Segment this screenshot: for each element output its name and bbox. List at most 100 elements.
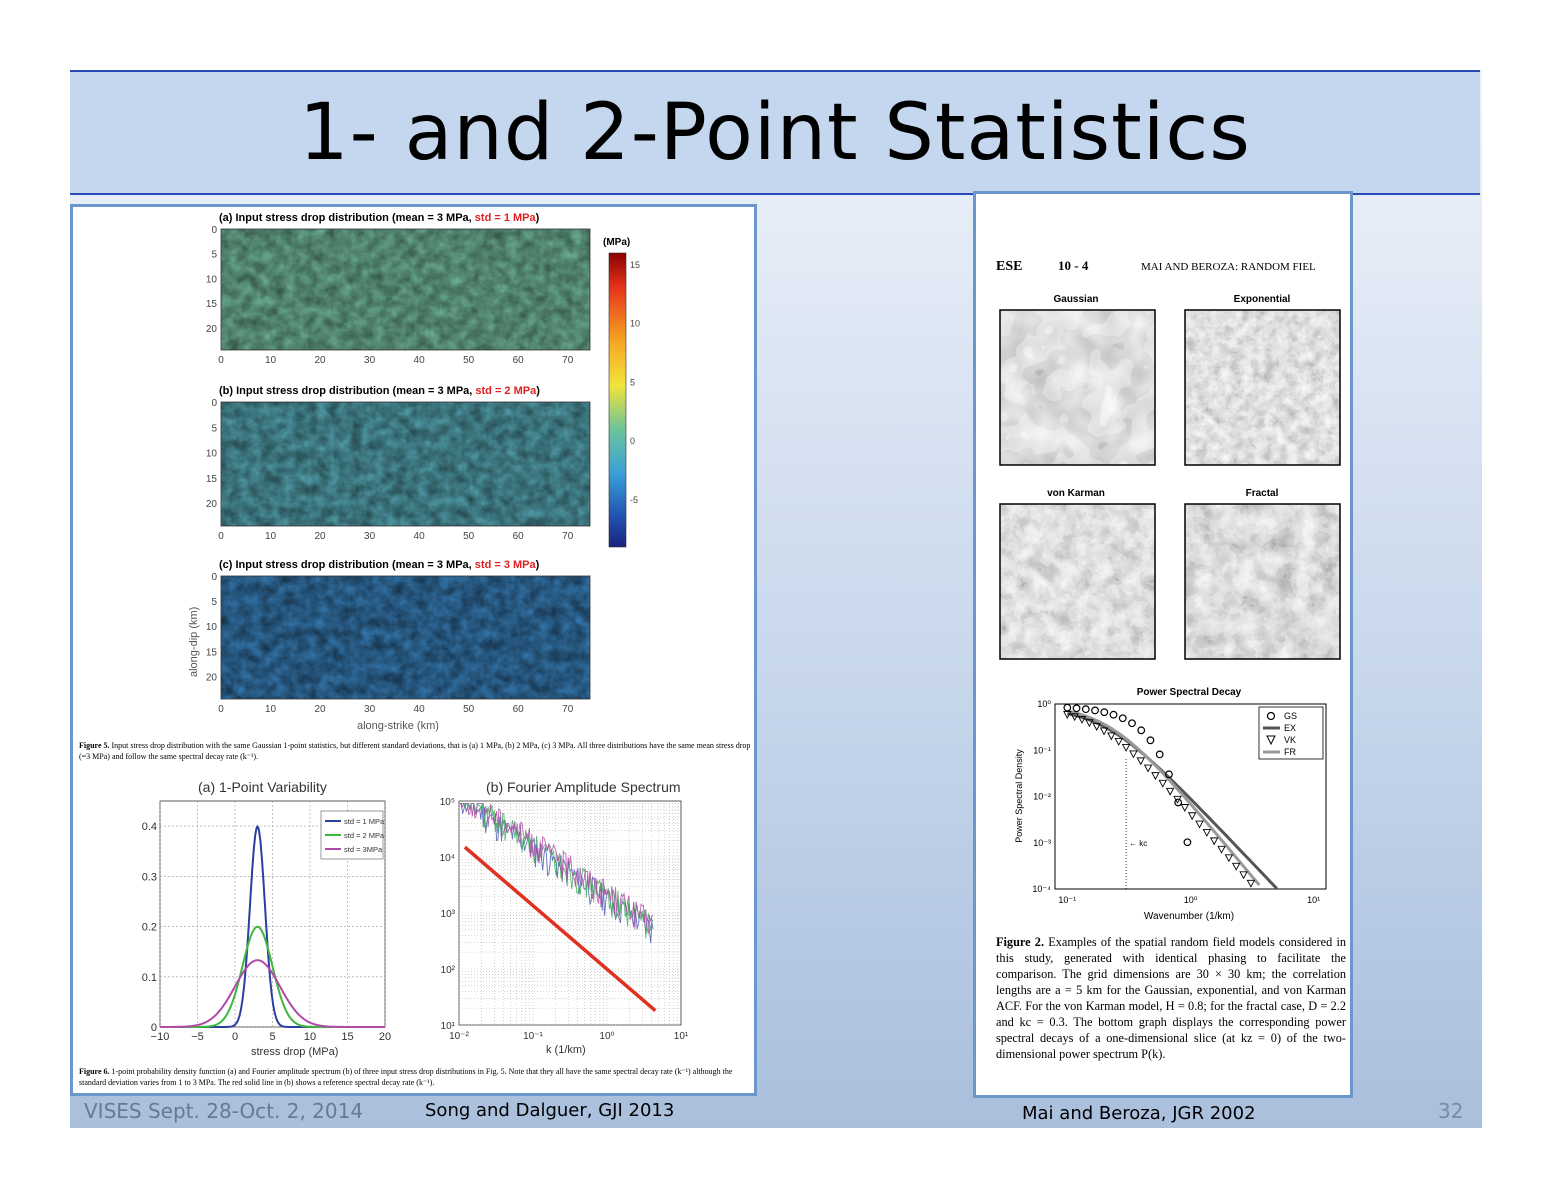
chart-c-vk-marker: [1246, 879, 1256, 888]
field-gaussian: [999, 309, 1156, 466]
map-x-tick: 60: [513, 704, 525, 715]
footer: VISES Sept. 28-Oct. 2, 2014 Song and Dal…: [70, 1097, 1482, 1129]
chart-b-xlabel: k (1/km): [546, 1044, 586, 1056]
chart-c-gs-marker: [1081, 705, 1090, 714]
left-figure-panel: (a) Input stress drop distribution (mean…: [70, 204, 757, 1096]
colorbar-ticks: 15 10 5 0 -5: [630, 260, 640, 505]
chart-c-fr-line: [1067, 709, 1261, 887]
map-y-tick: 20: [206, 499, 218, 510]
map-y-tick: 20: [206, 672, 218, 683]
map-x-tick: 40: [414, 704, 426, 715]
footer-ref-right: Mai and Beroza, JGR 2002: [1022, 1103, 1256, 1124]
fig2-caption-box: Figure 2. Examples of the spatial random…: [996, 935, 1346, 1061]
map-x-tick: 0: [218, 704, 224, 715]
colorbar-tick: 10: [630, 319, 640, 329]
chart-c-vk-marker: [1070, 713, 1079, 722]
chart-c-gs-marker: [1128, 719, 1136, 728]
colorbar-unit: (MPa): [603, 237, 630, 248]
chart-c-vk-marker: [1180, 804, 1190, 812]
chart-c-title: Power Spectral Decay: [1137, 687, 1242, 698]
chart-c-gs-marker: [1165, 770, 1173, 779]
colorbar-tick: -5: [630, 495, 638, 505]
stress-map-c: [220, 575, 591, 700]
map-x-tick: 20: [314, 531, 326, 542]
field-von-karman: [999, 503, 1156, 660]
header-page: 10 - 4: [1058, 258, 1089, 273]
chart-c-kc-label: ← kc: [1129, 839, 1147, 848]
chart-c-x-tick: 10⁻¹: [1058, 895, 1076, 905]
map-x-tick: 10: [265, 531, 277, 542]
map-x-tick: 20: [314, 704, 326, 715]
chart-c-vk-marker: [1143, 764, 1153, 773]
chart-c-vk-marker: [1224, 854, 1234, 863]
chart-c-gs-marker: [1100, 708, 1109, 717]
chart-a-x-tick: 0: [232, 1031, 238, 1043]
fig6-caption-box: Figure 6. 1-point probability density fu…: [79, 1067, 733, 1087]
map-y-tick: 20: [206, 324, 218, 335]
chart-c-gs-marker: [1137, 726, 1146, 735]
chart-b-x-tick: 10⁻¹: [523, 1031, 543, 1042]
label-gaussian: Gaussian: [1053, 294, 1098, 305]
chart-c-y-tick: 10⁻⁴: [1032, 884, 1051, 894]
chart-c-gs-marker: [1091, 706, 1099, 715]
map-xlabel: along-strike (km): [357, 720, 439, 732]
chart-a-legend-label: std = 1 MPa: [344, 817, 385, 826]
map-y-tick: 15: [206, 647, 218, 658]
map-x-tick: 60: [513, 531, 525, 542]
chart-c-vk-marker: [1217, 845, 1226, 854]
stress-map-b: [220, 401, 591, 527]
map-x-tick: 0: [218, 531, 224, 542]
chart-b-y-tick: 10³: [441, 909, 456, 920]
chart-c-vk-marker: [1114, 737, 1123, 746]
chart-c-legend-label: FR: [1284, 747, 1296, 757]
map-y-tick: 10: [206, 449, 218, 460]
map-x-tick: 10: [265, 355, 277, 366]
chart-c-legend-label: EX: [1284, 723, 1296, 733]
chart-c-legend: GS EX VK FR: [1258, 706, 1324, 760]
chart-a-series-line: [160, 959, 385, 1028]
chart-c-vk-marker: [1092, 723, 1101, 731]
map-x-tick: 30: [364, 355, 376, 366]
map-y-tick: 5: [211, 250, 217, 261]
chart-c-vk-marker: [1231, 862, 1241, 871]
fig6-caption: 1-point probability density function (a)…: [79, 1067, 733, 1087]
chart-c-gs-marker: [1155, 750, 1164, 759]
chart-a-xlabel: stress drop (MPa): [251, 1046, 338, 1058]
map-y-tick: 10: [206, 622, 218, 633]
map-y-tick: 0: [211, 398, 217, 409]
chart-c-legend-swatch: [1266, 735, 1276, 746]
label-exponential: Exponential: [1234, 294, 1291, 305]
colorbar: [608, 252, 627, 548]
chart-c-legend-label: VK: [1284, 735, 1296, 745]
chart-a-x-tick: 5: [269, 1031, 275, 1043]
chart-a-x-tick: 15: [341, 1031, 353, 1043]
chart-c-gs-marker: [1063, 703, 1072, 712]
chart-a-y-tick: 0.1: [142, 972, 157, 984]
fig2-caption: Examples of the spatial random field mod…: [996, 935, 1346, 1061]
chart-c-vk-marker: [1077, 715, 1087, 724]
field-fractal: [1184, 503, 1341, 660]
stress-map-a: [220, 228, 591, 351]
chart-b-reference-line: [463, 845, 657, 1013]
chart-a-y-tick: 0.4: [142, 821, 157, 833]
chart-c-xlabel: Wavenumber (1/km): [1144, 911, 1234, 922]
chart-c-gs-marker: [1174, 798, 1183, 807]
chart-c-gs-marker: [1146, 736, 1155, 745]
chart-c-gs-marker: [1183, 838, 1192, 847]
map-x-tick: 50: [463, 531, 475, 542]
footer-event: VISES Sept. 28-Oct. 2, 2014: [84, 1099, 364, 1123]
chart-a-legend-label: std = 3MPa: [344, 845, 383, 854]
chart-c-vk-marker: [1158, 779, 1168, 788]
chart-c-gs-marker: [1072, 704, 1081, 713]
map-c-title: (c) Input stress drop distribution (mean…: [219, 559, 540, 571]
chart-a-legend: std = 1 MPa std = 2 MPa std = 3MPa: [320, 810, 385, 860]
chart-c-ex-line: [1066, 712, 1278, 890]
fig5-caption-box: Figure 5. Input stress drop distribution…: [79, 741, 750, 761]
chart-b-spectrum-line: [459, 803, 654, 935]
chart-c-y-tick: 10⁰: [1037, 699, 1051, 709]
label-fractal: Fractal: [1246, 488, 1279, 499]
chart-c-vk-marker: [1195, 820, 1204, 829]
map-y-tick: 5: [211, 423, 217, 434]
map-x-tick: 70: [562, 531, 574, 542]
